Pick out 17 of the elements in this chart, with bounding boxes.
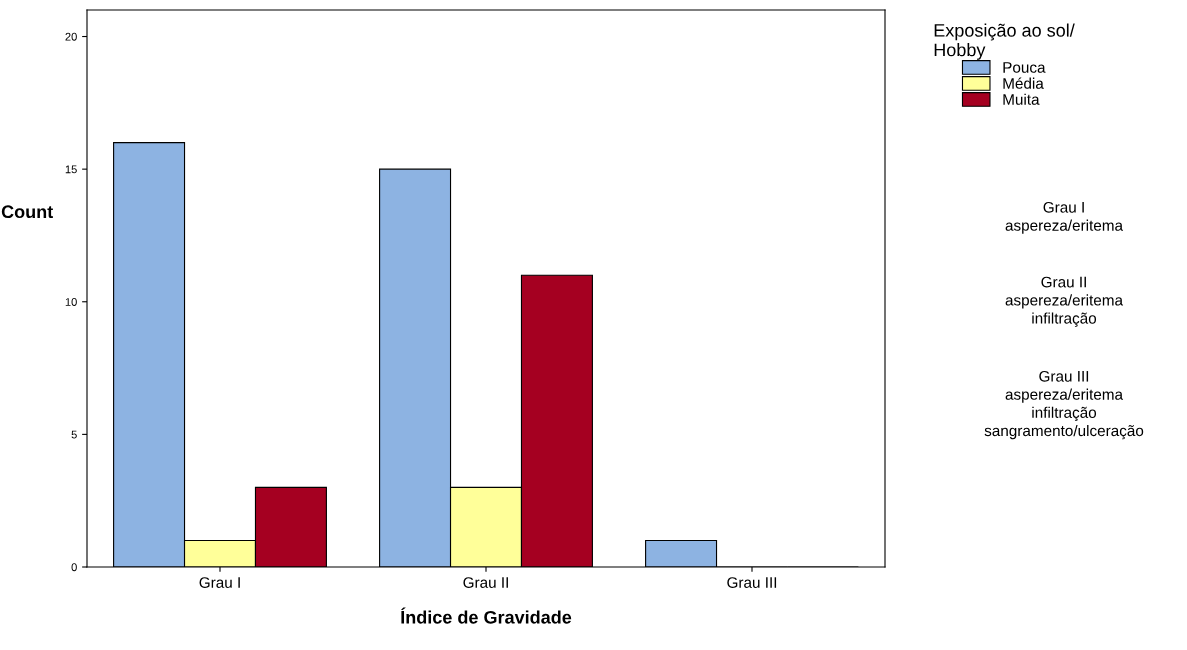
x-axis-title: Índice de Gravidade [401, 607, 572, 624]
y-tick-label: 0 [71, 563, 77, 572]
text: Grau II aspereza/eritema infiltração [1005, 276, 1124, 327]
x-tick-label: Grau I [199, 577, 240, 588]
x-tick-label: Grau II [463, 577, 508, 588]
y-tick-label: 20 [65, 32, 77, 41]
legend-title: Exposição ao sol/ Hobby [934, 23, 1075, 60]
legend-label: Muita [1003, 93, 1040, 105]
text: Grau III aspereza/eritema infiltração sangramento/ulceração [984, 370, 1144, 440]
y-axis-title: Count [1, 205, 53, 219]
y-tick-label: 10 [65, 298, 77, 306]
legend-label: Média [1003, 77, 1044, 89]
y-tick-label: 5 [71, 430, 77, 439]
legend-label: Pouca [1003, 62, 1046, 73]
text: Grau I aspereza/eritema [1005, 201, 1124, 234]
y-tick-label: 15 [65, 165, 77, 174]
x-tick-label: Grau III [727, 577, 777, 588]
